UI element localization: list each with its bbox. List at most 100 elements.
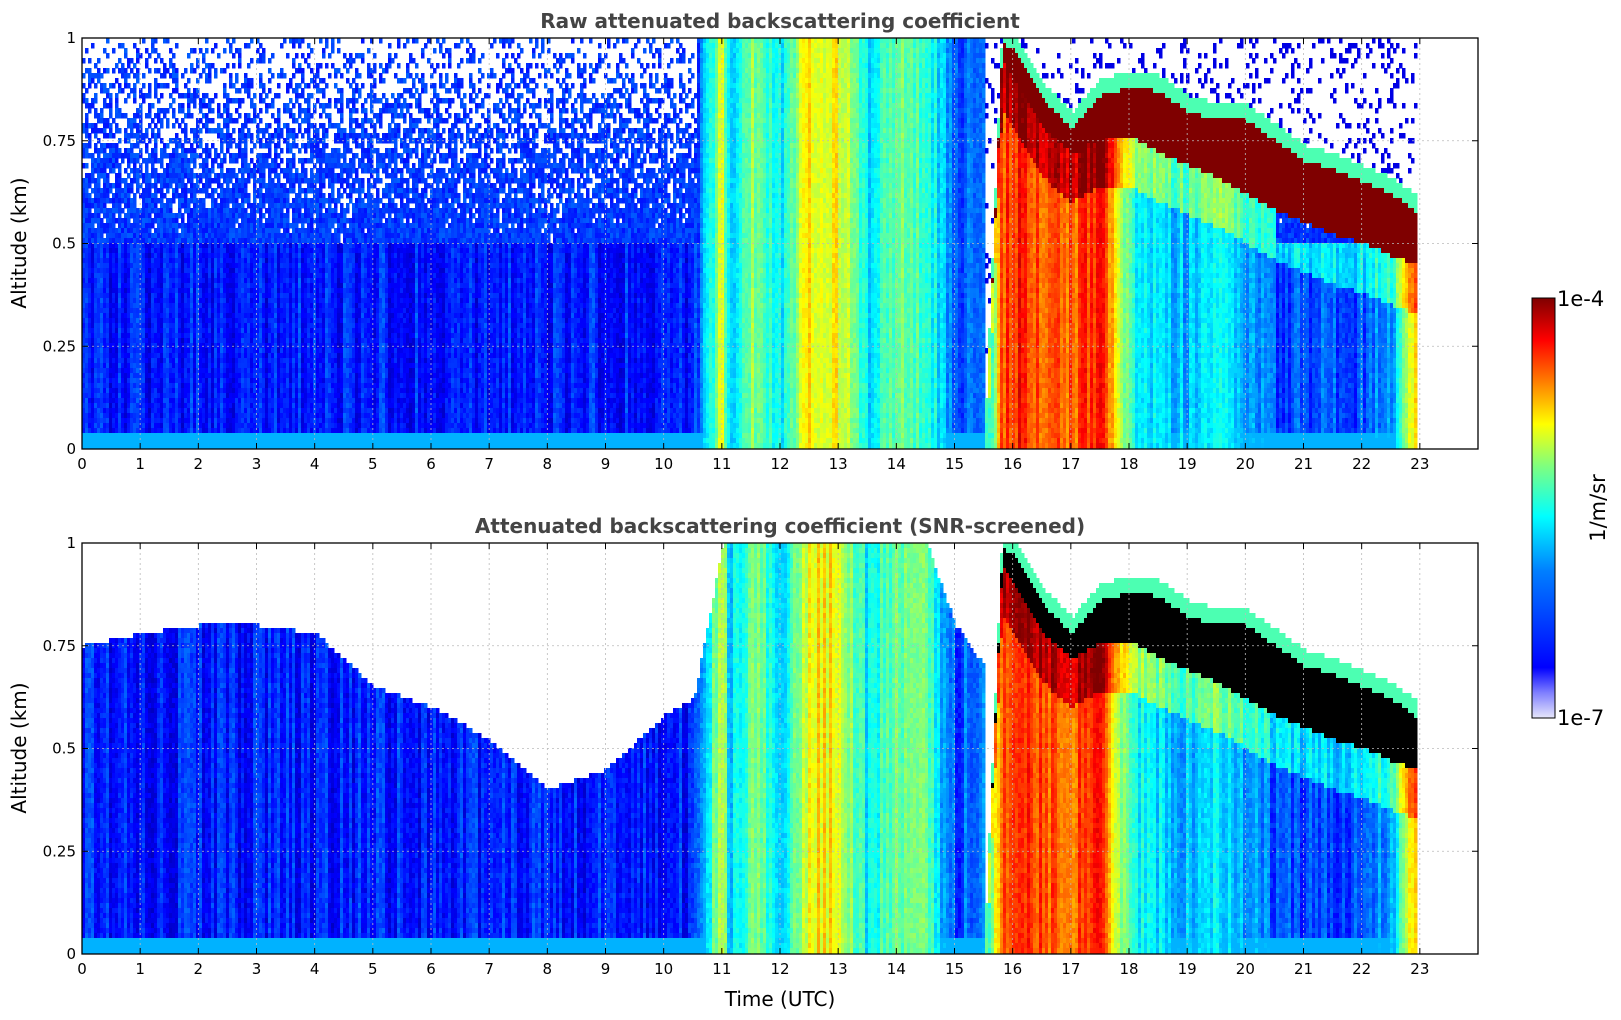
heat-cell (130, 178, 134, 184)
heat-cell (115, 428, 119, 434)
heat-cell (103, 158, 107, 164)
heat-cell (118, 423, 122, 429)
heat-cell (91, 443, 95, 449)
heat-cell (97, 283, 101, 289)
heat-cell (94, 438, 98, 444)
heat-cell (103, 398, 107, 404)
heat-cell (106, 433, 110, 439)
heat-cell (91, 398, 95, 404)
heat-cell (109, 198, 113, 204)
heat-cell (88, 258, 92, 264)
heat-cell (100, 278, 104, 284)
heat-cell (115, 228, 119, 234)
heat-cell (91, 288, 95, 294)
heat-cell (94, 408, 98, 414)
heat-cell (115, 333, 119, 339)
heat-cell (130, 358, 134, 364)
heat-cell (115, 198, 119, 204)
heat-cell (106, 398, 110, 404)
heat-cell (136, 78, 140, 84)
heat-cell (112, 158, 116, 164)
heat-cell (97, 438, 101, 444)
heat-cell (112, 388, 116, 394)
heat-cell (133, 273, 137, 279)
heat-cell (97, 338, 101, 344)
heat-cell (97, 388, 101, 394)
heat-cell (97, 323, 101, 329)
heat-cell (109, 343, 113, 349)
heat-cell (124, 408, 128, 414)
heat-cell (85, 338, 89, 344)
heat-cell (112, 228, 116, 234)
heat-cell (97, 443, 101, 449)
heat-cell (88, 198, 92, 204)
heat-cell (118, 238, 122, 244)
heat-cell (109, 243, 113, 249)
heat-cell (133, 388, 137, 394)
heat-cell (106, 308, 110, 314)
heat-cell (100, 273, 104, 279)
heat-cell (100, 158, 104, 164)
heat-cell (85, 308, 89, 314)
heat-cell (130, 438, 134, 444)
heat-cell (88, 413, 92, 419)
heat-cell (97, 183, 101, 189)
heat-cell (112, 338, 116, 344)
heat-cell (109, 188, 113, 194)
heat-cell (85, 348, 89, 354)
heat-cell (109, 108, 113, 114)
heat-cell (85, 248, 89, 254)
heat-cell (85, 313, 89, 319)
heat-cell (109, 318, 113, 324)
heat-cell (94, 253, 98, 259)
heat-cell (97, 173, 101, 179)
heat-cell (91, 383, 95, 389)
heat-cell (97, 268, 101, 274)
heat-cell (121, 298, 125, 304)
heat-cell (106, 143, 110, 149)
heat-cell (136, 213, 140, 219)
heat-cell (103, 188, 107, 194)
heat-cell (106, 438, 110, 444)
heat-cell (103, 213, 107, 219)
heat-cell (88, 173, 92, 179)
heat-cell (121, 353, 125, 359)
heat-cell (118, 418, 122, 424)
heat-cell (127, 413, 131, 419)
heat-cell (97, 78, 101, 84)
heat-cell (130, 268, 134, 274)
heat-cell (121, 43, 125, 49)
heat-cell (130, 353, 134, 359)
heat-cell (127, 238, 131, 244)
heat-cell (130, 423, 134, 429)
heat-cell (115, 123, 119, 129)
heat-cell (115, 263, 119, 269)
heat-cell (118, 278, 122, 284)
heat-cell (106, 233, 110, 239)
heat-cell (100, 333, 104, 339)
heat-cell (127, 443, 131, 449)
heat-cell (121, 388, 125, 394)
heat-cell (106, 333, 110, 339)
heat-cell (124, 403, 128, 409)
heat-cell (130, 233, 134, 239)
heat-cell (100, 198, 104, 204)
heat-cell (88, 108, 92, 114)
heat-cell (88, 378, 92, 384)
heat-cell (94, 108, 98, 114)
heat-cell (124, 53, 128, 59)
heat-cell (118, 348, 122, 354)
heat-cell (85, 163, 89, 169)
heat-cell (103, 183, 107, 189)
heat-cell (106, 153, 110, 159)
heat-cell (100, 128, 104, 134)
heat-cell (136, 48, 140, 54)
heat-cell (88, 348, 92, 354)
heat-cell (88, 283, 92, 289)
heat-cell (127, 273, 131, 279)
heat-cell (91, 388, 95, 394)
heat-cell (94, 193, 98, 199)
heat-cell (97, 253, 101, 259)
heat-cell (112, 213, 116, 219)
heat-cell (124, 313, 128, 319)
